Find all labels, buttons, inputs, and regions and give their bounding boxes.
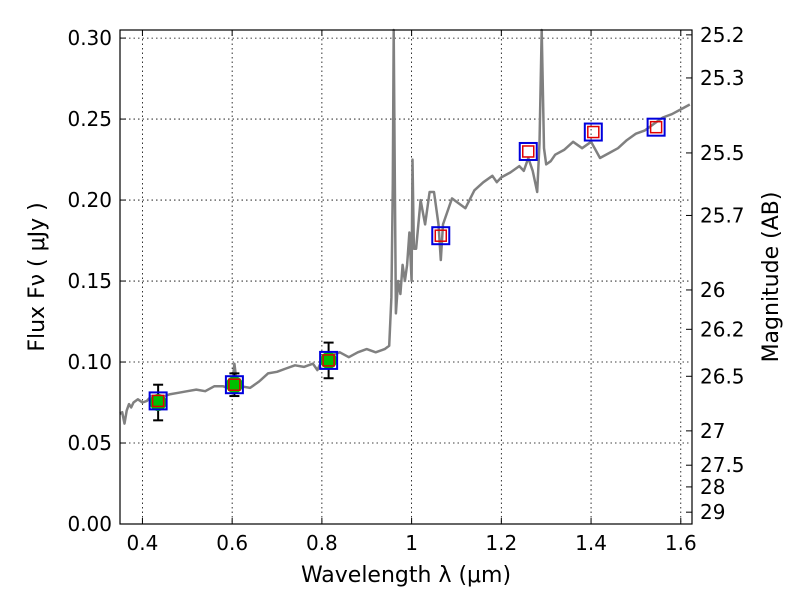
model-photometry-inner-square <box>151 394 165 408</box>
model-spectrum-layer <box>119 28 691 425</box>
y-left-tick-label: 0.05 <box>67 431 112 455</box>
axis-ticks <box>120 30 692 525</box>
y-right-tick-label: 25.2 <box>700 23 745 47</box>
x-axis-label: Wavelength λ (μm) <box>301 563 511 588</box>
y-right-tick-label: 27.5 <box>700 453 745 477</box>
y-left-tick-label: 0.30 <box>67 26 112 50</box>
model-photometry-inner-square <box>649 120 663 134</box>
y-right-tick-label: 26.5 <box>700 364 745 388</box>
y-left-tick-label: 0.10 <box>67 350 112 374</box>
model-photometry-inner-square <box>522 145 535 158</box>
model-photometry-inner-square <box>587 125 600 139</box>
x-tick-label: 1.4 <box>575 531 607 555</box>
y-left-axis-label: Flux Fν ( μJy ) <box>25 202 50 351</box>
y-left-tick-label: 0.25 <box>67 107 112 131</box>
model-photometry-square <box>148 391 168 411</box>
model-photometry-inner-square <box>228 378 241 391</box>
model-photometry-square <box>319 350 339 370</box>
model-photometry-points <box>148 117 666 411</box>
y-right-tick-label: 27 <box>700 419 725 443</box>
x-tick-label: 1.6 <box>665 531 697 555</box>
x-tick-label: 0.6 <box>216 531 248 555</box>
model-spectrum-line <box>119 28 691 425</box>
model-photometry-square <box>224 375 244 395</box>
model-photometry-inner-square <box>322 354 335 367</box>
y-right-tick-label: 26.2 <box>700 317 745 341</box>
x-tick-label: 0.4 <box>127 531 159 555</box>
y-right-tick-label: 26 <box>700 278 725 302</box>
model-photometry-square <box>583 122 603 142</box>
model-photometry-square <box>646 117 666 137</box>
model-photometry-square <box>518 141 538 161</box>
x-tick-labels: 0.4 0.6 0.8 1 1.2 1.4 1.6 <box>127 531 697 555</box>
y-right-axis-label: Magnitude (AB) <box>759 192 784 363</box>
y-left-tick-label: 0.15 <box>67 269 112 293</box>
model-photometry-inner-square <box>434 229 448 242</box>
x-tick-label: 1 <box>405 531 418 555</box>
y-right-tick-label: 25.5 <box>700 141 745 165</box>
y-left-tick-label: 0.00 <box>67 512 112 536</box>
y-right-tick-label: 25.7 <box>700 203 745 227</box>
plot-frame <box>119 29 693 525</box>
y-right-tick-label: 25.3 <box>700 66 745 90</box>
y-right-tick-label: 29 <box>700 500 725 524</box>
y-right-tick-label: 28 <box>700 475 725 499</box>
model-photometry-square <box>431 226 451 246</box>
x-tick-label: 0.8 <box>306 531 338 555</box>
x-tick-label: 1.2 <box>485 531 517 555</box>
y-left-tick-labels: 0.00 0.05 0.10 0.15 0.20 0.25 0.30 <box>67 26 112 536</box>
y-left-tick-label: 0.20 <box>67 188 112 212</box>
